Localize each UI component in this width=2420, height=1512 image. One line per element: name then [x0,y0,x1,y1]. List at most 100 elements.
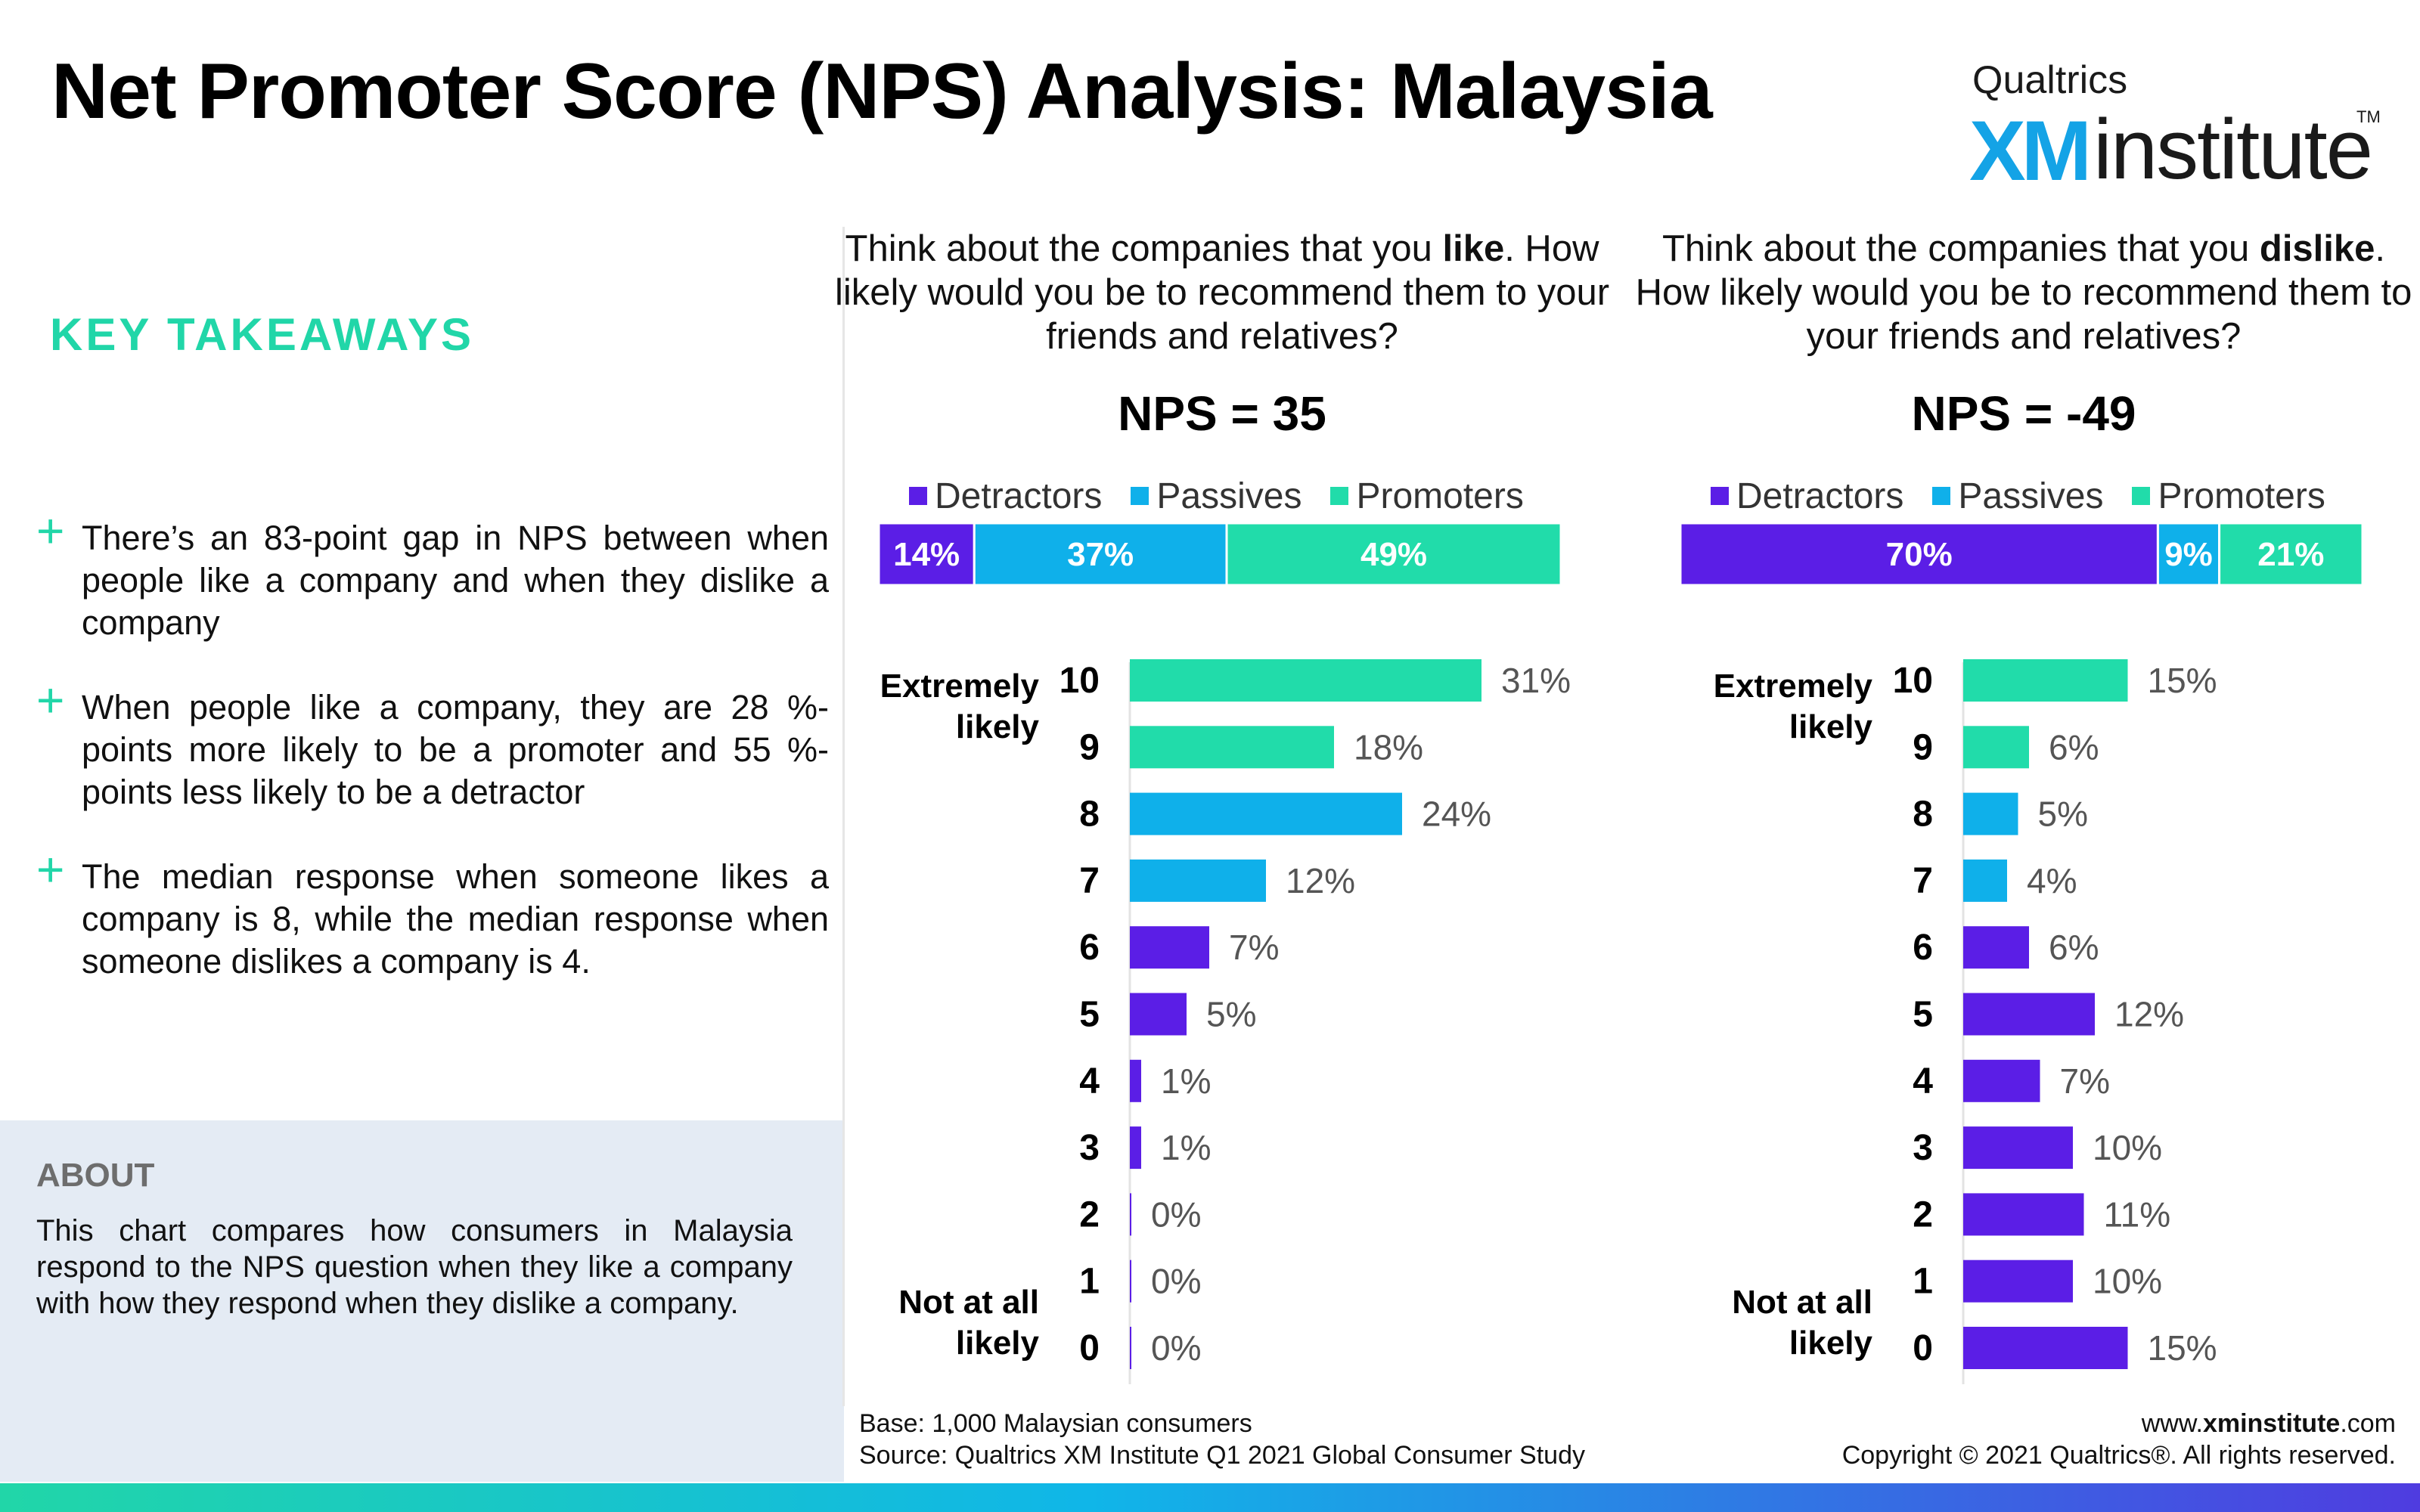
data-label: 0% [1151,1194,1201,1234]
legend-item-passives: Passives [1932,476,2103,517]
axis-bottom-label-line: likely [1789,1325,1873,1362]
question-dislike-post: . How likely would you be to recommend t… [1635,228,2412,357]
axis-top-label-line: Extremely [1714,668,1873,705]
legend-swatch-promoters [2132,487,2151,505]
question-dislike: Think about the companies that you disli… [1623,227,2420,358]
takeaway-text: The median response when someone likes a… [82,857,829,981]
legend-label: Detractors [1736,476,1904,516]
question-dislike-pre: Think about the companies that you [1661,228,2260,269]
bar-score-8 [1963,792,2018,835]
data-label: 10% [2093,1128,2162,1167]
legend-item-promoters: Promoters [1330,476,1524,517]
legend-item-detractors: Detractors [909,476,1102,517]
data-label: 7% [2060,1061,2110,1101]
data-label: 5% [1206,995,1256,1034]
stacked-bar-dislike: 70% 9% 21% [1679,522,2364,587]
question-like-bold: like [1442,228,1505,269]
takeaway-text: When people like a company, they are 28 … [82,688,829,811]
bar-score-5 [1130,993,1187,1036]
tick-label: 0 [1079,1328,1100,1368]
plus-icon: + [36,673,65,727]
logo-xm: XM [1969,104,2092,198]
legend-swatch-passives [1131,487,1150,505]
legend-label: Passives [1156,476,1302,516]
bar-score-2 [1963,1193,2084,1236]
stacked-bar-like: 14% 37% 49% [877,522,1562,587]
data-label: 31% [1501,661,1571,700]
data-label: 12% [1286,861,1355,900]
tick-label: 7 [1079,861,1100,901]
website-post: .com [2340,1409,2396,1438]
tick-label: 3 [1913,1128,1933,1168]
key-takeaways-heading: KEY TAKEAWAYS [50,309,475,360]
bar-score-7 [1130,859,1266,902]
tick-label: 5 [1913,995,1933,1035]
legend-item-detractors: Detractors [1711,476,1903,517]
axis-top-label-line: Extremely [880,668,1040,705]
bar-score-8 [1130,792,1402,835]
footer-source: Source: Qualtrics XM Institute Q1 2021 G… [859,1441,1586,1470]
tick-label: 0 [1913,1328,1933,1368]
plus-icon: + [36,842,65,897]
question-like: Think about the companies that you like.… [821,227,1623,358]
stack-segment-detractors [1679,522,2159,587]
data-label: 0% [1151,1328,1201,1368]
data-label: 6% [2049,928,2099,967]
bar-score-4 [1963,1059,2040,1102]
bar-score-7 [1963,859,2007,902]
data-label: 10% [2093,1262,2162,1301]
tick-label: 5 [1079,995,1100,1035]
tick-label: 6 [1913,928,1933,968]
stack-segment-passives [2156,522,2221,587]
logo-brand: Qualtrics [1972,58,2128,102]
xm-institute-logo: Qualtrics XM institute TM [1969,57,2381,198]
bar-score-9 [1130,726,1334,769]
data-label: 24% [1422,795,1491,834]
stack-label: 70% [1886,536,1953,573]
axis-bottom-label-line: likely [956,1325,1040,1362]
legend-dislike: Detractors Passives Promoters [1711,473,2354,519]
stack-label: 37% [1067,536,1134,573]
logo-trademark: TM [2356,107,2381,126]
bar-score-0 [1963,1327,2128,1369]
question-like-pre: Think about the companies that you [845,228,1443,269]
footer-copyright: Copyright © 2021 Qualtrics®. All rights … [1841,1441,2396,1470]
axis-bottom-label-line: Not at all [898,1284,1039,1321]
legend-like: Detractors Passives Promoters [909,473,1553,519]
question-dislike-bold: dislike [2259,228,2375,269]
tick-label: 9 [1079,727,1100,767]
axis-top-label-line: likely [956,708,1040,745]
tick-label: 4 [1913,1061,1933,1101]
tick-label: 7 [1913,861,1933,901]
stack-segment-promoters [2218,522,2364,587]
data-label: 12% [2114,995,2184,1034]
legend-swatch-passives [1932,487,1951,505]
tick-label: 8 [1079,795,1100,835]
bar-score-10 [1130,659,1481,702]
tick-label: 3 [1079,1128,1100,1168]
footer-website[interactable]: www.xminstitute.com [2142,1409,2396,1439]
tick-label: 2 [1913,1194,1933,1235]
legend-label: Detractors [935,476,1103,516]
distribution-chart-dislike: 10 15% 9 6% 8 5% 7 4% 6 6% 5 12% 4 7% 3 10% 2 11% 1 10% 0 15%… [1714,659,2217,1384]
data-label: 11% [2104,1194,2171,1234]
tick-label: 4 [1079,1061,1100,1101]
tick-label: 1 [1079,1262,1100,1302]
data-label: 1% [1161,1061,1211,1101]
nps-score-like: NPS = 35 [1118,386,1326,441]
tick-label: 10 [1060,661,1100,701]
stack-label: 21% [2257,536,2324,573]
data-label: 15% [2148,1328,2217,1368]
footer-base: Base: 1,000 Malaysian consumers [859,1409,1252,1438]
legend-label: Passives [1958,476,2104,516]
axis-bottom-label-line: Not at all [1732,1284,1872,1321]
data-label: 0% [1151,1262,1201,1301]
legend-label: Promoters [1356,476,1524,516]
bar-score-3 [1130,1126,1141,1170]
bar-score-0 [1130,1327,1131,1369]
bar-score-6 [1130,926,1209,969]
bar-score-9 [1963,726,2029,769]
legend-swatch-detractors [909,487,927,505]
axis-top-label-line: likely [1789,708,1873,745]
